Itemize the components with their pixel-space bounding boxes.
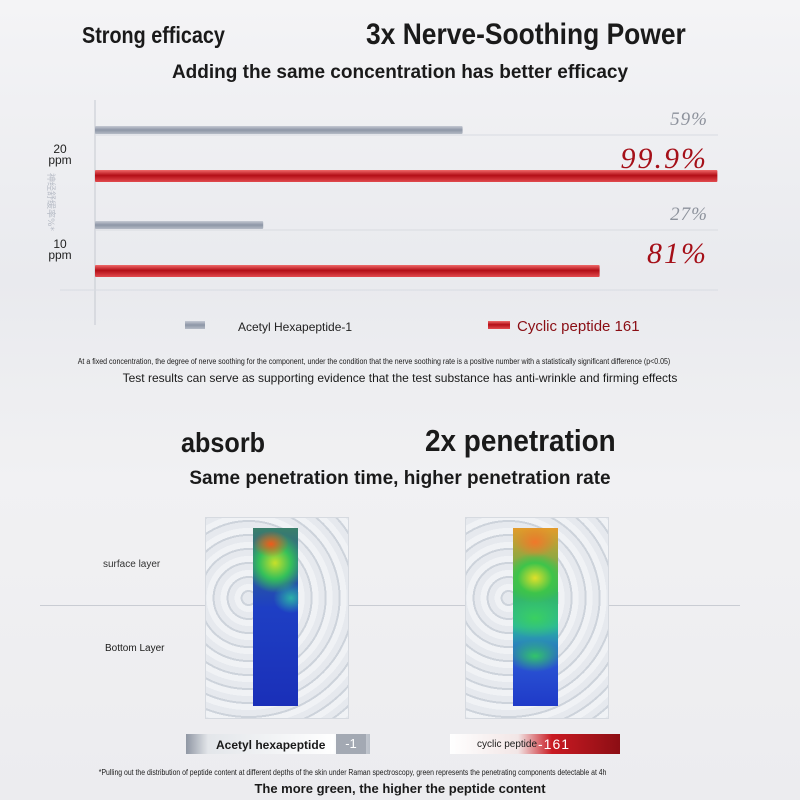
acetyl-tag-label: Acetyl hexapeptide (216, 738, 326, 752)
data-label: 59% (670, 109, 708, 130)
cyclic-tag-label: cyclic peptide (477, 739, 538, 750)
statistics-note: At a fixed concentration, the degree of … (77, 357, 671, 366)
raman-footnote: *Pulling out the distribution of peptide… (98, 768, 607, 777)
section-subtitle: Same penetration time, higher penetratio… (189, 468, 611, 489)
acetyl-tag: Acetyl hexapeptide -1 (186, 734, 370, 754)
skin-panel-acetyl (205, 517, 349, 719)
bar (95, 170, 718, 182)
legend-label: Cyclic peptide 161 (517, 318, 640, 335)
section-label-absorb: absorb (181, 427, 266, 458)
section-label-efficacy: Strong efficacy (82, 22, 225, 48)
data-label: 81% (647, 237, 708, 270)
evidence-note: Test results can serve as supporting evi… (122, 371, 678, 385)
bar (95, 265, 600, 277)
layer-divider (40, 605, 740, 606)
data-label: 99.9% (621, 142, 709, 175)
bar (95, 126, 463, 134)
subtitle: Adding the same concentration has better… (171, 62, 629, 83)
raman-strip-acetyl (253, 528, 298, 706)
category-label: ppm (48, 153, 71, 167)
cyclic-tag-badge: -161 (538, 736, 571, 752)
acetyl-tag-badge: -1 (336, 734, 366, 754)
legend-swatch (185, 321, 205, 329)
legend-swatch (488, 321, 510, 329)
category-label: 20 (53, 142, 67, 156)
legend-label: Acetyl Hexapeptide-1 (238, 320, 352, 334)
surface-layer-label: surface layer (103, 559, 161, 570)
bar (95, 221, 264, 229)
y-axis-label: 神经舒缓率%* (45, 173, 57, 232)
skin-panel-cyclic (465, 517, 609, 719)
data-label: 27% (670, 204, 708, 225)
raman-strip-cyclic (513, 528, 558, 706)
conclusion-text: The more green, the higher the peptide c… (254, 781, 546, 796)
page-title: 3x Nerve-Soothing Power (366, 18, 686, 51)
category-label: 10 (53, 237, 67, 251)
cyclic-tag: cyclic peptide -161 (450, 734, 620, 754)
bottom-layer-label: Bottom Layer (105, 643, 165, 654)
category-label: ppm (48, 248, 71, 262)
section-title-penetration: 2x penetration (425, 423, 616, 458)
